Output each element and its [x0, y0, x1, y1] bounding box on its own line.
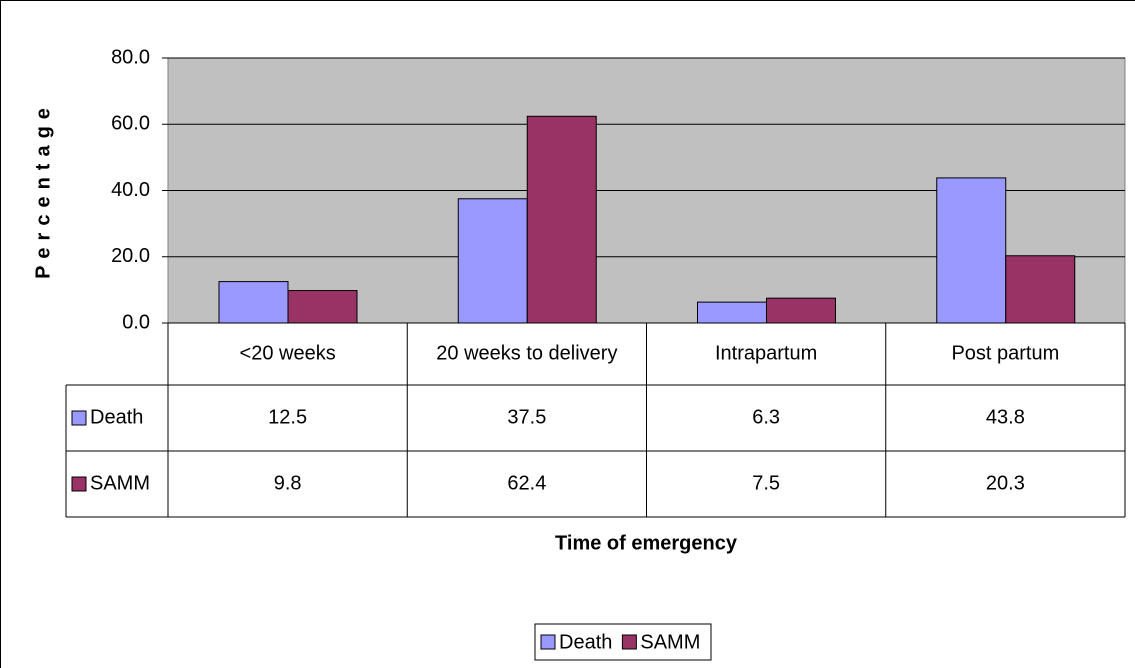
x-tick-label: <20 weeks — [240, 342, 336, 364]
legend-label: SAMM — [640, 631, 700, 653]
bar — [218, 281, 289, 324]
bar — [457, 198, 528, 324]
table-row-label: SAMM — [90, 472, 150, 494]
table-legend-key — [71, 410, 87, 426]
table-value: 20.3 — [986, 472, 1025, 494]
y-tick-label: 20.0 — [111, 245, 150, 267]
bar — [1005, 255, 1076, 324]
y-tick-label: 80.0 — [111, 46, 150, 68]
x-tick-label: 20 weeks to delivery — [436, 342, 617, 364]
legend-label: Death — [559, 631, 612, 653]
y-axis-label: Percentage — [32, 101, 54, 279]
y-tick-label: 60.0 — [111, 113, 150, 135]
table-value: 37.5 — [507, 406, 546, 428]
table-value: 7.5 — [752, 472, 780, 494]
table-value: 43.8 — [986, 406, 1025, 428]
bar — [526, 115, 597, 324]
y-tick-label: 0.0 — [122, 311, 150, 333]
bar — [287, 290, 358, 324]
legend-key — [540, 634, 556, 650]
x-tick-label: Post partum — [951, 342, 1059, 364]
x-tick-label: Intrapartum — [715, 342, 817, 364]
bar — [697, 301, 767, 324]
y-tick-label: 40.0 — [111, 179, 150, 201]
legend-key — [621, 634, 637, 650]
x-axis-label: Time of emergency — [555, 532, 738, 554]
table-value: 9.8 — [274, 472, 302, 494]
table-value: 6.3 — [752, 406, 780, 428]
bar — [766, 297, 836, 324]
table-value: 62.4 — [507, 472, 546, 494]
table-legend-key — [71, 476, 87, 492]
bar — [936, 177, 1007, 324]
table-row-label: Death — [90, 406, 143, 428]
table-value: 12.5 — [268, 406, 307, 428]
